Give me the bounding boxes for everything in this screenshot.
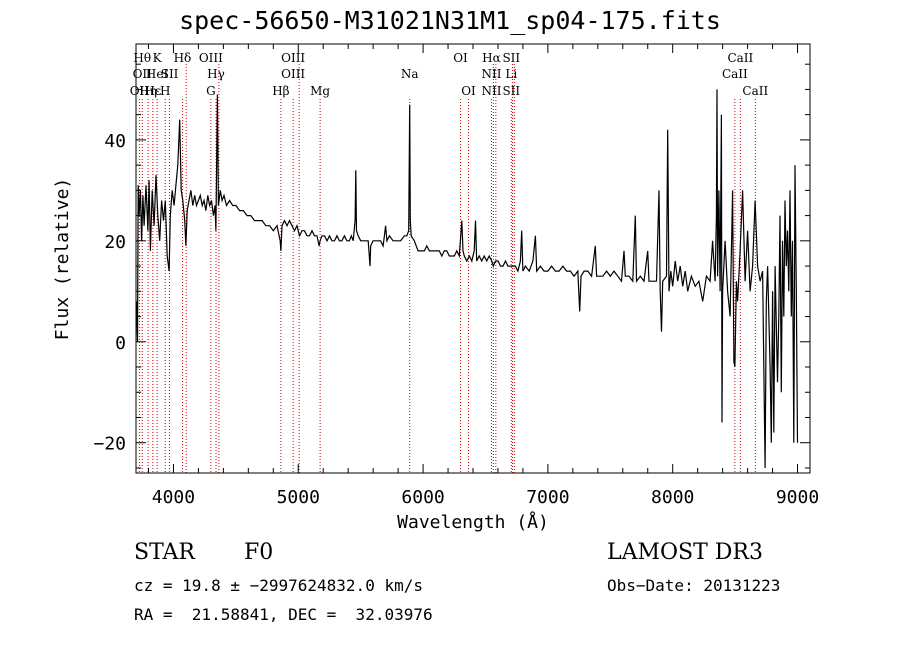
redshift-line: cz = 19.8 ± −2997624832.0 km/s [134, 576, 423, 595]
line-marker-label: Hθ [133, 51, 151, 65]
line-marker-label: Hα [482, 51, 501, 65]
line-marker-label: NII [481, 67, 501, 81]
axis-ticks: 4000 5000 6000 7000 8000 9000 −20 0 20 40 [93, 44, 819, 508]
x-tick-label: 5000 [277, 487, 320, 508]
line-marker-label: H [160, 84, 170, 98]
chart-title: spec-56650-M31021N31M1_sp04-175.fits [179, 6, 721, 35]
line-marker-label: Na [401, 67, 419, 81]
line-marker-label: CaII [742, 84, 768, 98]
line-marker-label: Mg [310, 84, 330, 98]
x-tick-label: 9000 [776, 487, 819, 508]
line-marker-label: OIII [199, 51, 223, 65]
line-marker-label: CaII [722, 67, 748, 81]
line-marker-label: G [206, 84, 216, 98]
line-marker-label: OI [461, 84, 476, 98]
line-marker-label: OII [130, 84, 150, 98]
x-tick-label: 7000 [526, 487, 569, 508]
emission-line-markers [138, 64, 756, 473]
y-tick-label: −20 [93, 434, 126, 455]
line-marker-label: SII [502, 84, 520, 98]
y-tick-label: 20 [104, 232, 126, 253]
y-tick-label: 0 [115, 333, 126, 354]
object-subclass: F0 [244, 540, 274, 565]
y-axis-label: Flux (relative) [52, 178, 73, 341]
line-marker-label: CaII [727, 51, 753, 65]
line-marker-label: OII [133, 67, 153, 81]
spectrum-series-line [136, 89, 799, 469]
line-marker-label: Li [505, 67, 517, 81]
line-marker-label: K [153, 51, 163, 65]
y-tick-label: 40 [104, 131, 126, 152]
line-marker-label: OIII [281, 51, 305, 65]
object-class: STAR [134, 540, 195, 565]
x-tick-label: 6000 [401, 487, 444, 508]
line-marker-label: OIII [281, 67, 305, 81]
line-marker-label: Hγ [207, 67, 225, 81]
line-marker-label: SII [502, 51, 520, 65]
x-tick-label: 8000 [651, 487, 694, 508]
line-marker-label: OI [453, 51, 468, 65]
line-marker-label: Hε [145, 84, 162, 98]
survey-name: LAMOST DR3 [607, 540, 763, 565]
line-marker-label: HeI [146, 67, 169, 81]
observation-date: Obs−Date: 20131223 [607, 576, 781, 595]
x-axis-label: Wavelength (Å) [397, 511, 549, 533]
line-marker-label: SII [161, 67, 179, 81]
x-tick-label: 4000 [152, 487, 195, 508]
line-marker-label: NII [481, 84, 501, 98]
line-marker-label: Hδ [174, 51, 192, 65]
line-marker-label: Hβ [272, 84, 289, 98]
coordinates-line: RA = 21.58841, DEC = 32.03976 [134, 605, 433, 624]
line-marker-label: Hη [139, 84, 157, 98]
